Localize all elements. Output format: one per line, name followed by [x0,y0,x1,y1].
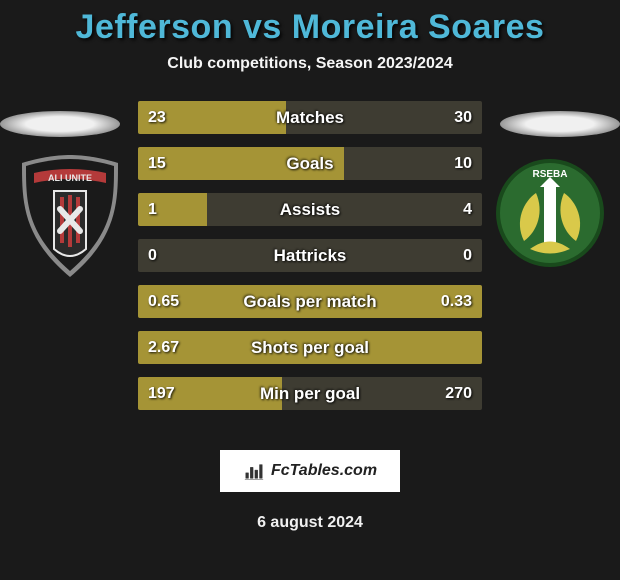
player-shadow-left [0,111,120,137]
stat-row: 0.650.33Goals per match [138,285,482,318]
stat-bar-track [138,101,482,134]
stat-bar-track [138,331,482,364]
subtitle: Club competitions, Season 2023/2024 [0,55,620,73]
footer-date: 6 august 2024 [0,514,620,532]
stat-bar-fill-left [138,285,482,318]
stat-value-left: 0 [148,239,157,272]
stat-bar-fill-right [207,193,482,226]
watermark-text: FcTables.com [271,462,377,480]
stat-bar-track [138,239,482,272]
stat-value-left: 23 [148,101,166,134]
stat-row: 1510Goals [138,147,482,180]
stat-row: 2330Matches [138,101,482,134]
stat-bar-track [138,377,482,410]
player-shadow-right [500,111,620,137]
stat-row: 2.67Shots per goal [138,331,482,364]
footer-date-text: 6 august 2024 [257,514,363,531]
stat-bars: 2330Matches1510Goals14Assists00Hattricks… [138,101,482,410]
stat-bar-fill-left [138,147,344,180]
stat-value-left: 1 [148,193,157,226]
stat-value-right: 4 [463,193,472,226]
stat-bar-fill-right [310,239,482,272]
stat-row: 14Assists [138,193,482,226]
stat-bar-track [138,285,482,318]
club-crest-right: RSEBA [494,151,606,281]
stat-value-right: 0.33 [441,285,472,318]
title-text: Jefferson vs Moreira Soares [76,8,545,46]
stat-row: 197270Min per goal [138,377,482,410]
club-crest-left: ALI UNITE [14,151,126,281]
stat-bar-fill-left [138,239,310,272]
stat-row: 00Hattricks [138,239,482,272]
comparison-arena: ALI UNITE RSEBA 2330Matches1510Goals14As… [0,91,620,421]
watermark: FcTables.com [220,450,400,492]
stat-bar-fill-left [138,331,482,364]
stat-value-left: 2.67 [148,331,179,364]
crest-left-label: ALI UNITE [48,173,92,183]
page-title: Jefferson vs Moreira Soares [0,0,620,47]
stat-bar-fill-right [286,101,482,134]
stat-value-right: 30 [454,101,472,134]
chart-icon [243,460,265,482]
stat-value-right: 10 [454,147,472,180]
stat-value-right: 0 [463,239,472,272]
stat-value-left: 15 [148,147,166,180]
subtitle-text: Club competitions, Season 2023/2024 [167,55,452,72]
stat-value-left: 0.65 [148,285,179,318]
stat-value-right: 270 [445,377,472,410]
stat-bar-track [138,193,482,226]
stat-bar-track [138,147,482,180]
stat-value-left: 197 [148,377,175,410]
